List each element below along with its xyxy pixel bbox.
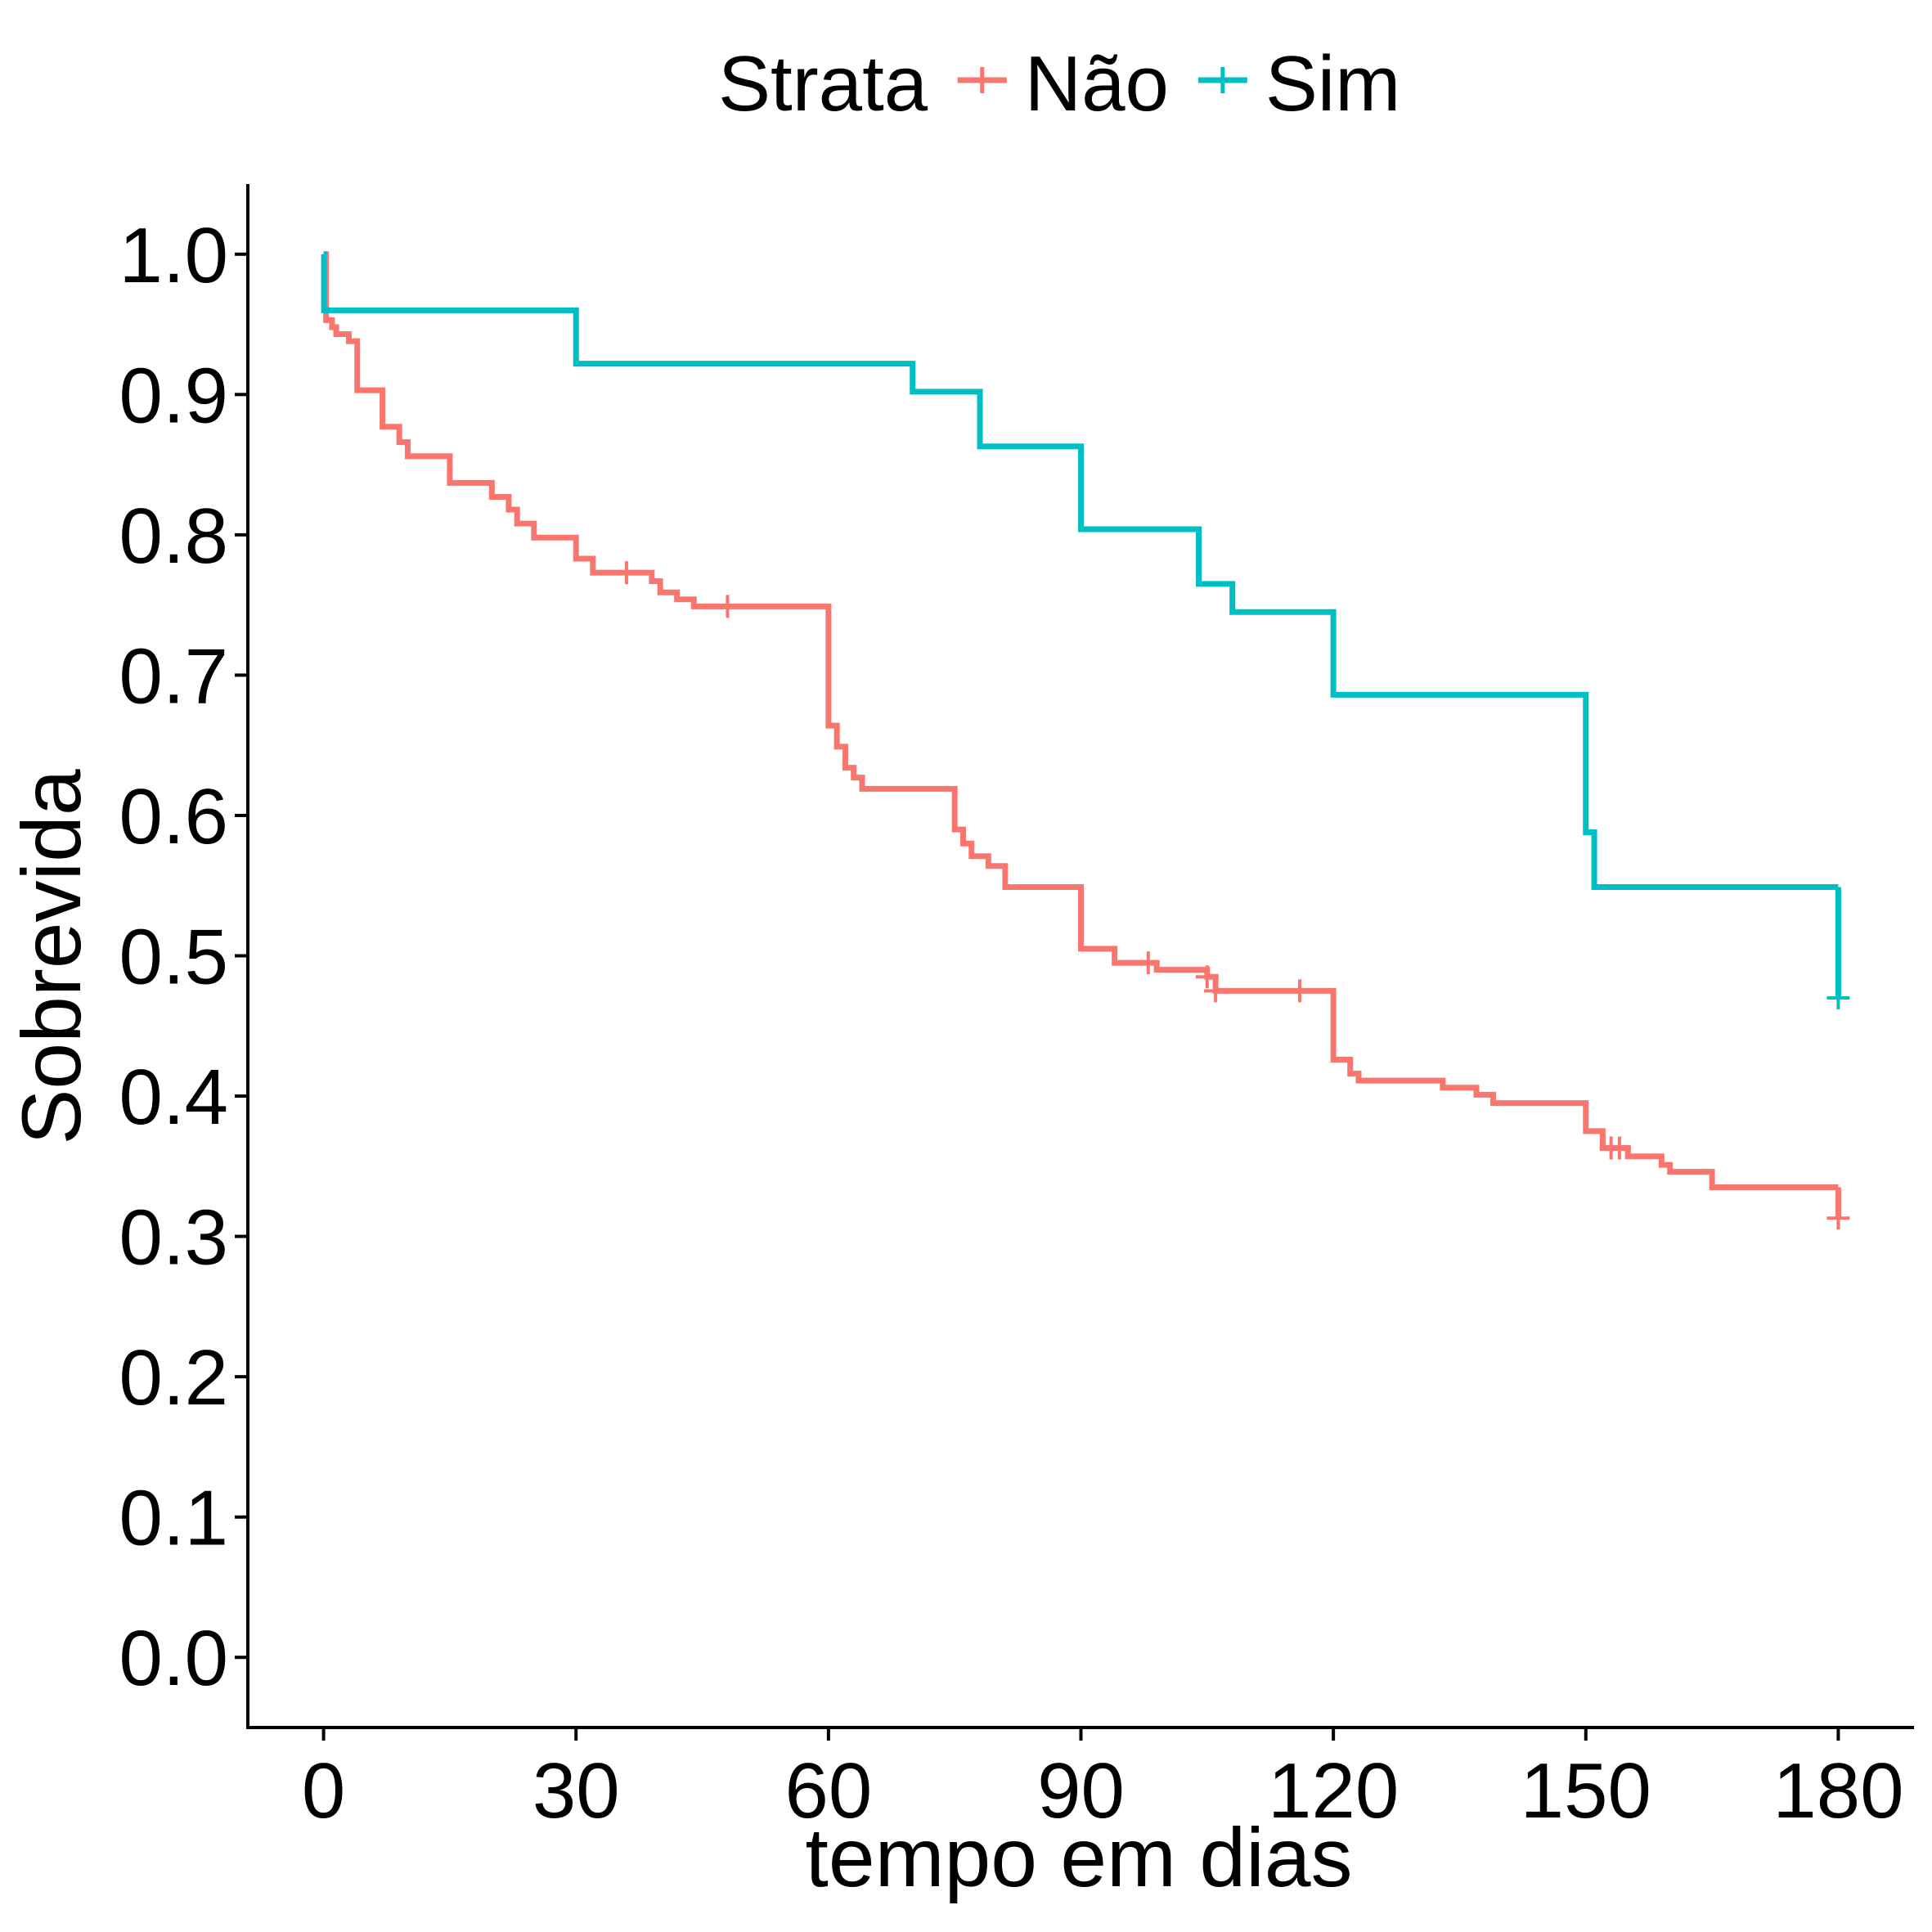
x-tick-label: 180 bbox=[1772, 1747, 1903, 1835]
series-line-Sim bbox=[321, 251, 1839, 890]
axes bbox=[246, 184, 1914, 1729]
ticks-layer: 0 30 60 90 120 150 180 0.0 0.1 0.2 0.3 0.4 0.5 0.6 0.7… bbox=[119, 212, 1904, 1835]
legend-entry-Não: Não bbox=[957, 40, 1169, 128]
series-layer bbox=[321, 251, 1850, 1230]
y-tick-label: 0.6 bbox=[119, 773, 228, 860]
legend-title: Strata bbox=[718, 40, 928, 128]
x-tick-label: 30 bbox=[532, 1747, 620, 1835]
y-tick-label: 0.4 bbox=[119, 1054, 228, 1141]
censor-mark bbox=[1287, 979, 1311, 1003]
legend-label: Sim bbox=[1265, 40, 1400, 128]
y-tick-label: 1.0 bbox=[119, 212, 228, 299]
y-tick-label: 0.2 bbox=[119, 1334, 228, 1422]
censor-mark bbox=[1826, 986, 1850, 1009]
y-tick-label: 0.3 bbox=[119, 1194, 228, 1282]
censor-mark bbox=[614, 561, 638, 585]
censor-mark bbox=[1204, 979, 1228, 1003]
y-tick-label: 0.5 bbox=[119, 914, 228, 1001]
censor-mark bbox=[1136, 951, 1160, 975]
x-tick-label: 0 bbox=[302, 1747, 345, 1835]
series-line-Não bbox=[323, 251, 1839, 1191]
x-axis-title: tempo em dias bbox=[806, 1811, 1353, 1904]
legend-label: Não bbox=[1025, 40, 1169, 128]
censor-mark bbox=[716, 595, 739, 618]
y-axis-title: Sobrevida bbox=[5, 769, 98, 1145]
x-tick-label: 150 bbox=[1521, 1747, 1651, 1835]
x-tick-label: 90 bbox=[1037, 1747, 1125, 1835]
y-tick-label: 0.1 bbox=[119, 1475, 228, 1562]
censor-mark bbox=[1195, 965, 1219, 989]
x-tick-label: 60 bbox=[784, 1747, 872, 1835]
y-tick-label: 0.0 bbox=[119, 1615, 228, 1702]
y-tick-label: 0.7 bbox=[119, 632, 228, 720]
y-tick-label: 0.8 bbox=[119, 492, 228, 580]
censor-mark bbox=[1607, 1136, 1631, 1160]
legend-entry-Sim: Sim bbox=[1197, 40, 1400, 128]
y-tick-label: 0.9 bbox=[119, 352, 228, 439]
legend: Strata Não Sim bbox=[718, 40, 1400, 128]
x-tick-label: 120 bbox=[1268, 1747, 1399, 1835]
censor-mark bbox=[1826, 1206, 1850, 1230]
